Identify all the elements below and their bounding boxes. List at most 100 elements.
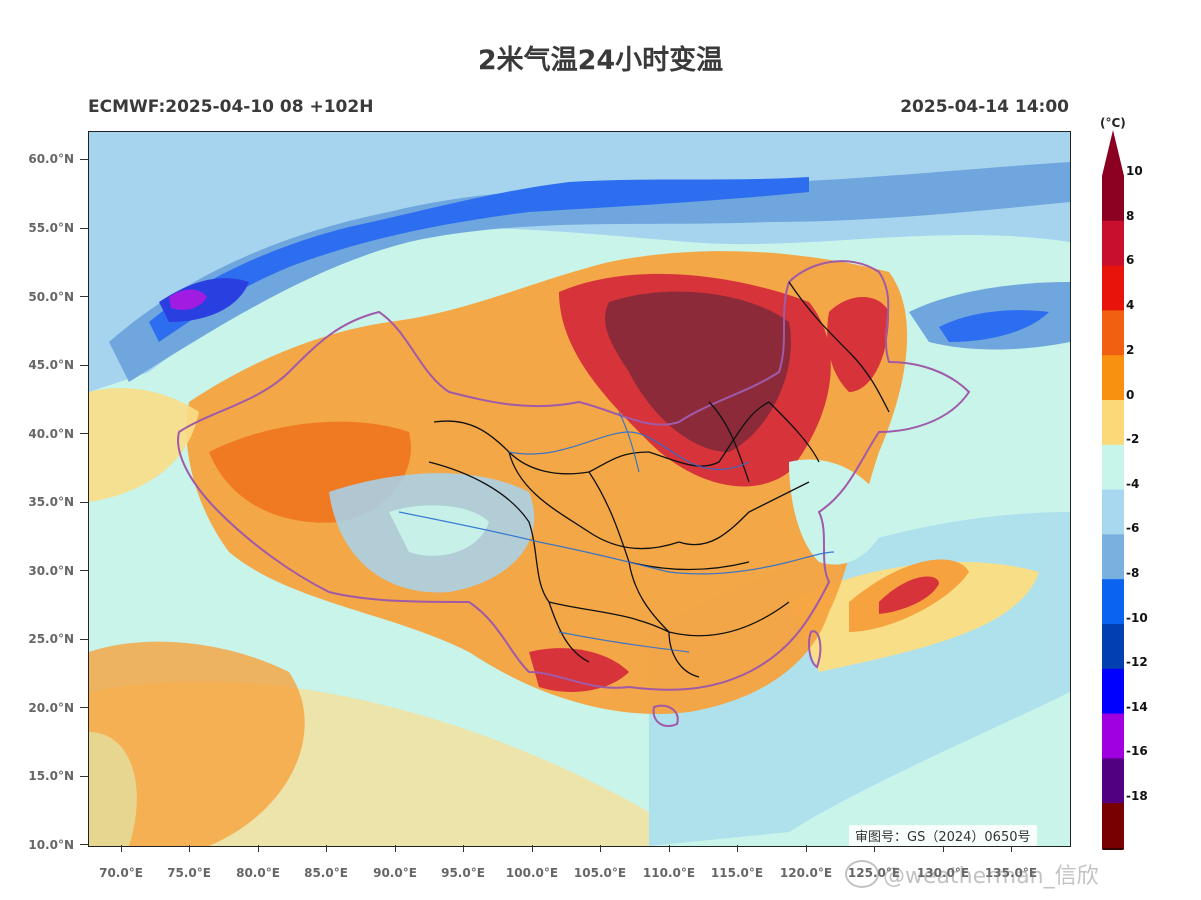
colorbar-label-0: 0	[1126, 388, 1135, 402]
lat-label-30: 30.0°N	[28, 564, 74, 578]
lat-label-15: 15.0°N	[28, 769, 74, 783]
lat-tick	[80, 365, 88, 366]
lat-label-25: 25.0°N	[28, 632, 74, 646]
colorbar-segment	[1102, 534, 1124, 580]
lon-tick	[669, 845, 670, 852]
colorbar-lower-arrow	[1102, 848, 1124, 850]
lat-tick	[80, 707, 88, 708]
colorbar-label-minus2: -2	[1126, 432, 1140, 446]
lon-tick	[806, 845, 807, 852]
lat-tick	[80, 639, 88, 640]
colorbar-label-minus12: -12	[1126, 655, 1148, 669]
lon-label-100: 100.0°E	[505, 866, 559, 880]
lon-tick	[943, 845, 944, 852]
warm-region-central-asia	[89, 388, 199, 502]
lon-tick	[395, 845, 396, 852]
lon-tick	[600, 845, 601, 852]
lat-label-55: 55.0°N	[28, 221, 74, 235]
valid-time-label: 2025-04-14 14:00	[900, 97, 1069, 117]
lon-label-115: 115.0°E	[710, 866, 764, 880]
map-review-number: 审图号：GS（2024）0650号	[849, 825, 1037, 846]
colorbar-label-minus18: -18	[1126, 789, 1148, 803]
lon-label-120: 120.0°E	[779, 866, 833, 880]
warm-region-india	[89, 641, 305, 846]
colorbar-label-minus14: -14	[1126, 700, 1148, 714]
colorbar-label-minus6: -6	[1126, 521, 1140, 535]
colorbar-segment	[1102, 176, 1124, 222]
lat-tick	[80, 776, 88, 777]
colorbar-segment	[1102, 355, 1124, 401]
cold-core-northeast	[939, 310, 1049, 342]
lon-tick	[737, 845, 738, 852]
lon-label-70: 70.0°E	[99, 866, 143, 880]
colorbar-label-4: 4	[1126, 298, 1135, 312]
lat-tick	[80, 433, 88, 434]
cold-band-north-mid	[109, 162, 1070, 382]
watermark: @weatherman_信欣	[845, 858, 1099, 891]
province-boundaries	[428, 281, 890, 678]
colorbar-label-minus4: -4	[1126, 477, 1140, 491]
colorbar-label-2: 2	[1126, 343, 1135, 357]
colorbar-segment	[1102, 489, 1124, 535]
colorbar-segment	[1102, 668, 1124, 715]
rivers	[398, 411, 835, 653]
map-canvas	[89, 132, 1070, 846]
lon-label-90: 90.0°E	[373, 866, 417, 880]
cold-band-north-blue	[149, 177, 809, 342]
model-run-label: ECMWF:2025-04-10 08 +102H	[88, 97, 374, 117]
warm-core-north	[605, 291, 791, 452]
temperature-change-map[interactable]	[88, 131, 1071, 847]
lon-label-110: 110.0°E	[642, 866, 696, 880]
colorbar-segment	[1102, 444, 1124, 491]
lon-label-95: 95.0°E	[441, 866, 485, 880]
national-border	[177, 260, 971, 691]
lon-label-130: 130.0°E	[916, 866, 970, 880]
watermark-text: @weatherman_信欣	[883, 864, 1099, 889]
lat-tick	[80, 228, 88, 229]
island-border-hainan	[652, 704, 679, 727]
lat-tick	[80, 570, 88, 571]
lon-label-80: 80.0°E	[236, 866, 280, 880]
colorbar-label-8: 8	[1126, 209, 1135, 223]
lon-label-105: 105.0°E	[573, 866, 627, 880]
lat-label-40: 40.0°N	[28, 427, 74, 441]
map-title: 2米气温24小时变温	[477, 45, 724, 76]
colorbar-label-6: 6	[1126, 253, 1135, 267]
lon-label-75: 75.0°E	[167, 866, 211, 880]
lat-label-45: 45.0°N	[28, 358, 74, 372]
lon-label-135: 135.0°E	[984, 866, 1038, 880]
colorbar-segment	[1102, 803, 1124, 849]
lat-label-35: 35.0°N	[28, 495, 74, 509]
colorbar	[1102, 130, 1124, 850]
colorbar-segment	[1102, 265, 1124, 311]
lat-label-20: 20.0°N	[28, 701, 74, 715]
colorbar-segment	[1102, 220, 1124, 267]
warm-region-south	[529, 648, 629, 692]
weibo-icon	[845, 860, 879, 888]
pale-region-southwest-corner	[89, 732, 137, 846]
colorbar-segment	[1102, 579, 1124, 625]
warm-band-east-sea	[789, 562, 1039, 672]
lon-tick	[326, 845, 327, 852]
lon-tick	[258, 845, 259, 852]
lat-label-60: 60.0°N	[28, 152, 74, 166]
colorbar-label-10: 10	[1126, 164, 1143, 178]
lat-tick	[80, 159, 88, 160]
lat-tick	[80, 844, 88, 845]
warm-region-northeast	[827, 297, 889, 392]
colorbar-unit: (°C)	[1100, 116, 1126, 130]
lat-label-10: 10.0°N	[28, 838, 74, 852]
colorbar-segment	[1102, 624, 1124, 670]
colorbar-label-minus8: -8	[1126, 566, 1140, 580]
lat-tick	[80, 502, 88, 503]
lon-tick	[463, 845, 464, 852]
cool-region-east-coast	[789, 459, 889, 565]
lon-tick	[874, 845, 875, 852]
lon-tick	[189, 845, 190, 852]
lon-label-85: 85.0°E	[304, 866, 348, 880]
cold-core-west-purple	[169, 289, 207, 310]
lat-tick	[80, 296, 88, 297]
lon-tick	[121, 845, 122, 852]
lat-label-50: 50.0°N	[28, 290, 74, 304]
lon-tick	[532, 845, 533, 852]
